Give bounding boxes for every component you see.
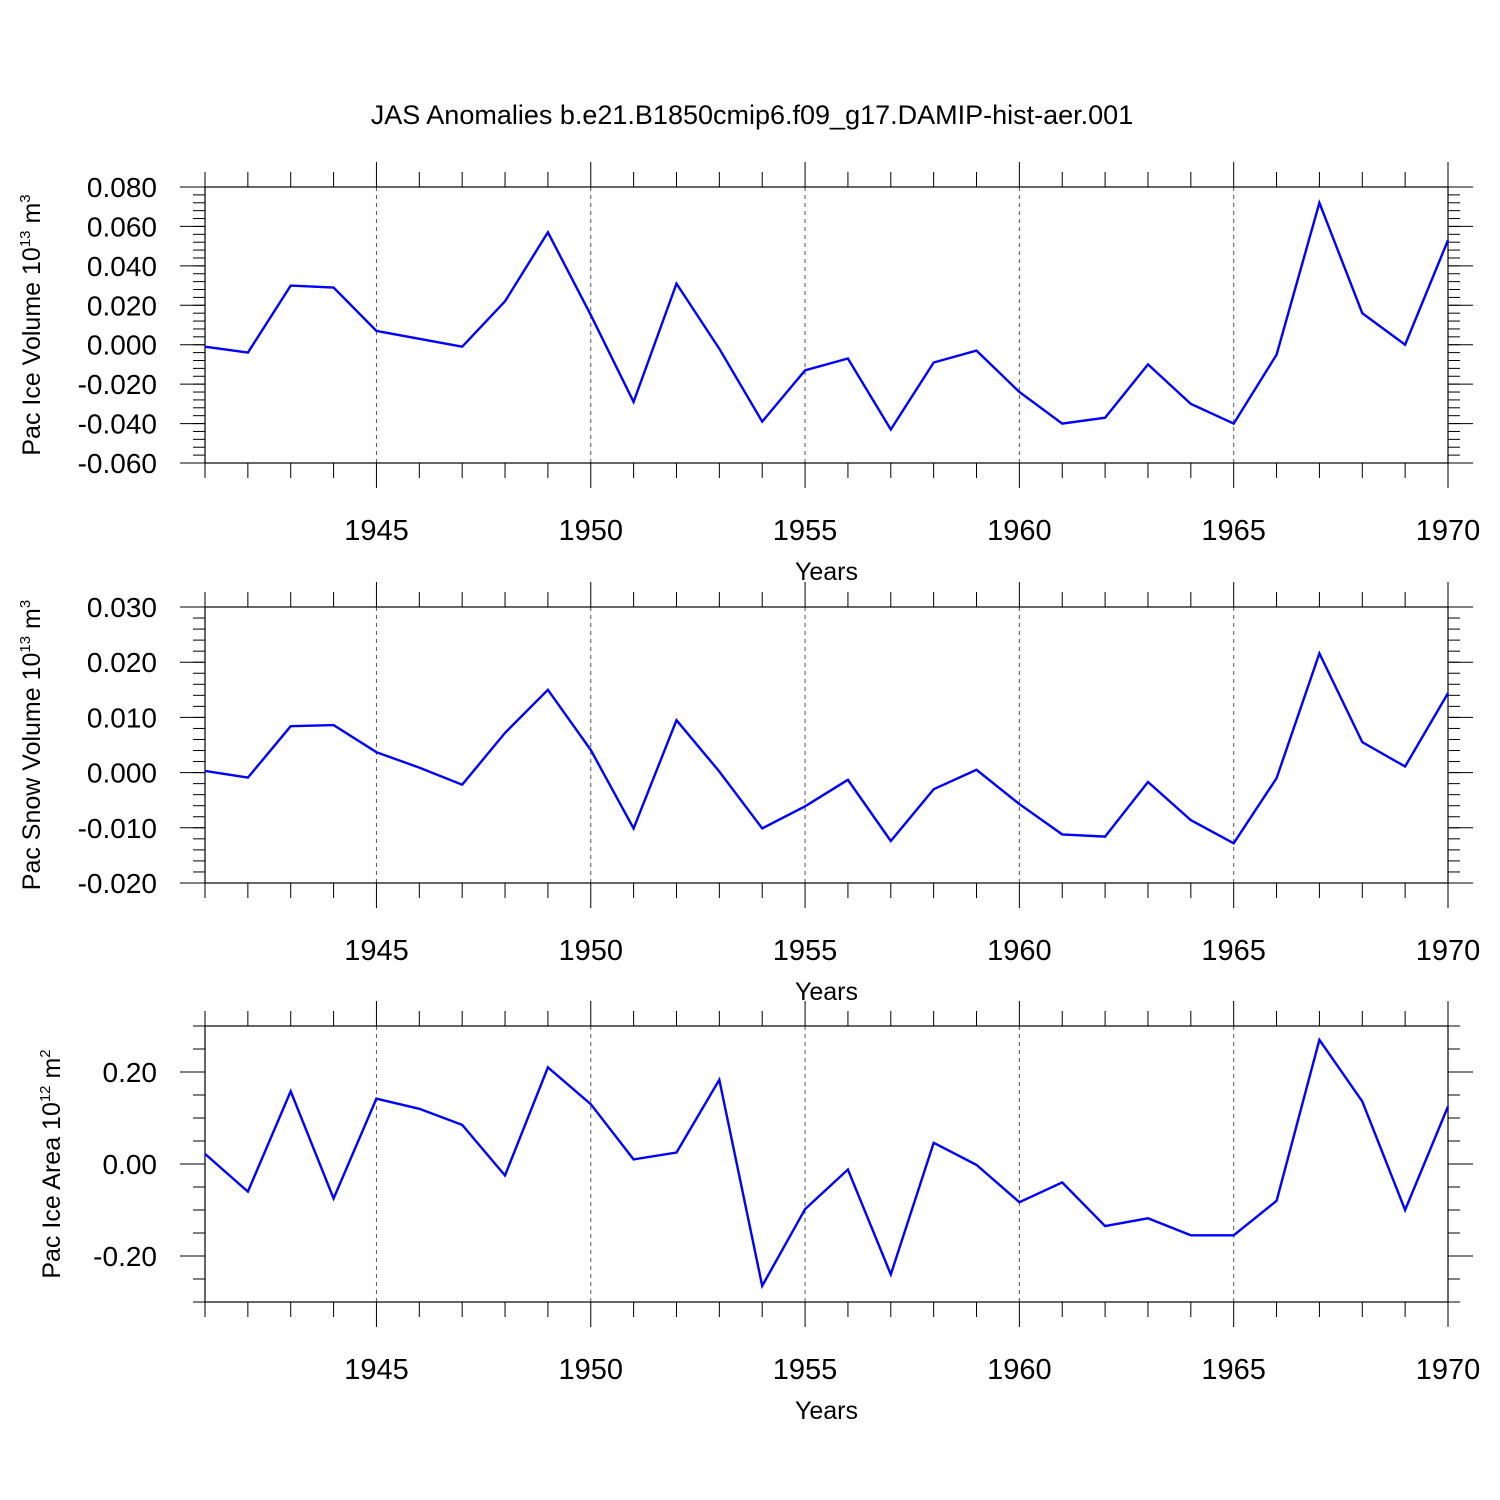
- y-axis-label: Pac Ice Volume 1013 m3: [17, 194, 46, 455]
- y-tick-label: 0.20: [103, 1057, 158, 1088]
- y-tick-label: -0.20: [93, 1241, 157, 1272]
- x-tick-label: 1970: [1416, 1354, 1481, 1386]
- y-axis-label-pre: Pac Snow Volume 10: [18, 653, 46, 891]
- y-tick-label: -0.020: [78, 369, 157, 400]
- y-axis-label: Pac Snow Volume 1013 m3: [17, 600, 46, 890]
- y-tick-label: 0.040: [87, 251, 157, 282]
- y-axis-label-exp: 13: [17, 230, 34, 247]
- x-tick-label: 1960: [987, 935, 1052, 967]
- y-tick-label: -0.040: [78, 409, 157, 440]
- x-tick-label: 1950: [559, 935, 624, 967]
- series-line: [204, 1036, 1450, 1290]
- y-axis-label-exp: 12: [37, 1085, 54, 1102]
- x-tick-label: 1945: [344, 935, 409, 967]
- x-tick-label: 1965: [1201, 515, 1266, 547]
- panel-ice-volume: 1945 1950 1955 1960 1965 1970 Years -0.060 -0.04…: [17, 162, 1480, 586]
- y-tick-label: 0.060: [87, 211, 157, 242]
- y-axis-label-exp: 13: [17, 636, 34, 653]
- y-axis-label-pre: Pac Ice Area 10: [38, 1102, 66, 1279]
- y-tick-label: 0.020: [87, 290, 157, 321]
- x-tick-label: 1955: [773, 935, 838, 967]
- plot-frame: [204, 1025, 1449, 1303]
- x-tick-label: 1970: [1416, 935, 1481, 967]
- panel-snow-volume: 1945 1950 1955 1960 1965 1970 Years -0.020 -0.01…: [17, 582, 1480, 1006]
- y-tick-label: 0.00: [103, 1149, 158, 1180]
- x-tick-label: 1950: [559, 515, 624, 547]
- x-tick-label: 1960: [987, 1354, 1052, 1386]
- y-tick-label: -0.060: [78, 448, 157, 479]
- y-axis-label: Pac Ice Area 1012 m2: [37, 1049, 66, 1278]
- x-axis-label: Years: [795, 1397, 858, 1425]
- y-tick-label: 0.000: [87, 330, 157, 361]
- y-tick-label: -0.020: [78, 868, 157, 899]
- plot-frame: [204, 186, 1449, 464]
- x-tick-label: 1945: [344, 1354, 409, 1386]
- x-tick-label: 1950: [559, 1354, 624, 1386]
- y-tick-label: 0.020: [87, 647, 157, 678]
- y-tick-label: 0.080: [87, 172, 157, 203]
- x-axis-label: Years: [795, 978, 858, 1006]
- x-tick-label: 1965: [1201, 935, 1266, 967]
- y-axis-label-unit-exp: 3: [17, 600, 34, 608]
- x-tick-label: 1955: [773, 1354, 838, 1386]
- y-axis-label-unit-exp: 2: [37, 1049, 54, 1057]
- x-tick-label: 1960: [987, 515, 1052, 547]
- y-tick-label: 0.030: [87, 592, 157, 623]
- y-axis-label-pre: Pac Ice Volume 10: [18, 247, 46, 455]
- y-axis-label-mid: m: [18, 203, 46, 231]
- series-line: [204, 199, 1450, 432]
- y-axis-label-unit-exp: 3: [17, 194, 34, 202]
- x-tick-label: 1970: [1416, 515, 1481, 547]
- x-axis-label: Years: [795, 558, 858, 586]
- y-axis-label-mid: m: [18, 608, 46, 636]
- x-tick-label: 1965: [1201, 1354, 1266, 1386]
- chart-title: JAS Anomalies b.e21.B1850cmip6.f09_g17.D…: [371, 100, 1133, 130]
- y-tick-label: 0.000: [87, 758, 157, 789]
- y-tick-label: 0.010: [87, 702, 157, 733]
- y-axis-label-mid: m: [38, 1058, 66, 1086]
- plot-frame: [204, 606, 1449, 884]
- x-tick-label: 1945: [344, 515, 409, 547]
- y-tick-label: -0.010: [78, 813, 157, 844]
- panel-ice-area: 1945 1950 1955 1960 1965 1970 Years -0.20 0.00 0.…: [37, 1001, 1480, 1425]
- x-tick-label: 1955: [773, 515, 838, 547]
- series-line: [204, 650, 1450, 845]
